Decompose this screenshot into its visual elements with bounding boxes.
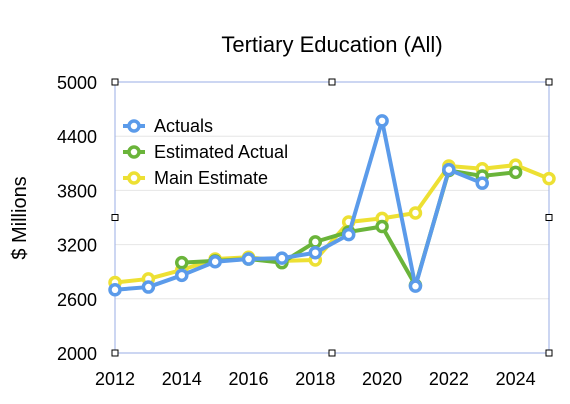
legend-item: Actuals <box>123 116 213 136</box>
data-point <box>442 162 456 177</box>
legend-swatch-marker <box>127 145 141 159</box>
data-point <box>408 206 423 220</box>
x-tick-label: 2016 <box>229 369 269 389</box>
legend-swatch-marker <box>127 119 141 133</box>
y-tick-label: 2600 <box>57 290 97 310</box>
chart-title: Tertiary Education (All) <box>221 32 442 57</box>
legend-item: Main Estimate <box>123 168 268 188</box>
data-point <box>141 280 156 294</box>
legend: Actuals Estimated Actual Main Estimate <box>123 116 288 188</box>
x-tick-label: 2012 <box>95 369 135 389</box>
resize-handle[interactable] <box>545 78 553 86</box>
data-point <box>341 227 356 242</box>
x-tick-label: 2020 <box>362 369 402 389</box>
data-point <box>308 235 323 249</box>
resize-handle[interactable] <box>545 349 553 357</box>
resize-handle[interactable] <box>545 214 553 221</box>
data-point <box>175 268 189 283</box>
legend-label: Main Estimate <box>154 168 268 188</box>
legend-label: Estimated Actual <box>154 142 288 162</box>
resize-handle[interactable] <box>111 78 119 86</box>
y-tick-label: 2000 <box>57 344 97 364</box>
x-tick-label: 2018 <box>295 369 335 389</box>
y-tick-label: 4400 <box>57 127 97 147</box>
data-point <box>208 255 222 269</box>
data-point <box>241 252 256 266</box>
data-point <box>508 165 523 180</box>
data-point <box>375 219 389 234</box>
x-tick-label: 2014 <box>162 369 202 389</box>
data-point <box>275 251 289 265</box>
resize-handle[interactable] <box>328 349 336 357</box>
legend-swatch-marker <box>127 171 141 185</box>
y-tick-label: 5000 <box>57 73 97 93</box>
selection-handles[interactable] <box>111 78 553 357</box>
data-point <box>108 283 122 297</box>
y-tick-label: 3200 <box>57 236 97 256</box>
data-point <box>308 245 323 260</box>
resize-handle[interactable] <box>111 349 119 357</box>
data-point <box>475 176 489 190</box>
series-layer <box>108 114 556 297</box>
x-tick-label: 2024 <box>496 369 536 389</box>
data-point <box>542 171 556 186</box>
series-actuals <box>108 114 489 297</box>
legend-label: Actuals <box>154 116 213 136</box>
legend-item: Estimated Actual <box>123 142 288 162</box>
axis-ticks: 2000 2600 3200 3800 4400 5000 2012 2014 2016 2018… <box>57 73 536 389</box>
resize-handle[interactable] <box>111 214 119 221</box>
data-point <box>375 114 389 128</box>
resize-handle[interactable] <box>328 78 336 86</box>
y-axis-label: $ Millions <box>9 176 31 259</box>
y-tick-label: 3800 <box>57 181 97 201</box>
x-tick-label: 2022 <box>429 369 469 389</box>
data-point <box>408 279 423 293</box>
data-point <box>175 255 189 270</box>
gridlines <box>115 135 549 300</box>
